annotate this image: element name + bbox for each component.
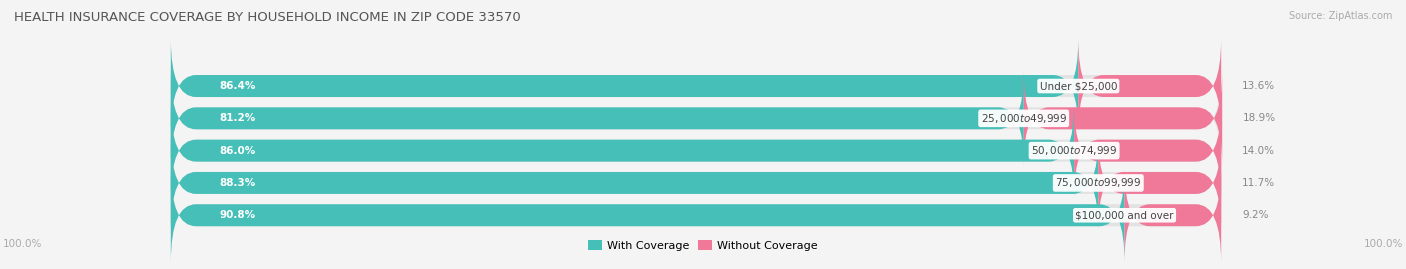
- Text: Source: ZipAtlas.com: Source: ZipAtlas.com: [1288, 11, 1392, 21]
- Text: 18.9%: 18.9%: [1243, 113, 1277, 123]
- Text: 88.3%: 88.3%: [219, 178, 256, 188]
- Text: 14.0%: 14.0%: [1241, 146, 1275, 156]
- FancyBboxPatch shape: [172, 104, 1222, 198]
- FancyBboxPatch shape: [172, 168, 1222, 263]
- FancyBboxPatch shape: [1125, 168, 1222, 263]
- FancyBboxPatch shape: [172, 168, 1125, 263]
- Text: 100.0%: 100.0%: [1364, 239, 1403, 249]
- Text: 86.0%: 86.0%: [219, 146, 256, 156]
- Text: 13.6%: 13.6%: [1241, 81, 1275, 91]
- FancyBboxPatch shape: [172, 39, 1222, 133]
- Text: $50,000 to $74,999: $50,000 to $74,999: [1031, 144, 1118, 157]
- FancyBboxPatch shape: [172, 136, 1098, 230]
- Text: $25,000 to $49,999: $25,000 to $49,999: [980, 112, 1067, 125]
- Text: Under $25,000: Under $25,000: [1039, 81, 1118, 91]
- Text: 11.7%: 11.7%: [1241, 178, 1275, 188]
- Text: $75,000 to $99,999: $75,000 to $99,999: [1054, 176, 1142, 189]
- FancyBboxPatch shape: [172, 71, 1222, 165]
- FancyBboxPatch shape: [1098, 136, 1222, 230]
- Text: 90.8%: 90.8%: [219, 210, 256, 220]
- FancyBboxPatch shape: [1024, 71, 1222, 165]
- FancyBboxPatch shape: [1074, 104, 1222, 198]
- Text: 9.2%: 9.2%: [1241, 210, 1268, 220]
- FancyBboxPatch shape: [172, 136, 1222, 230]
- Text: 86.4%: 86.4%: [219, 81, 256, 91]
- Text: HEALTH INSURANCE COVERAGE BY HOUSEHOLD INCOME IN ZIP CODE 33570: HEALTH INSURANCE COVERAGE BY HOUSEHOLD I…: [14, 11, 520, 24]
- FancyBboxPatch shape: [172, 104, 1074, 198]
- Legend: With Coverage, Without Coverage: With Coverage, Without Coverage: [583, 236, 823, 255]
- FancyBboxPatch shape: [172, 39, 1078, 133]
- FancyBboxPatch shape: [1078, 39, 1222, 133]
- Text: $100,000 and over: $100,000 and over: [1076, 210, 1174, 220]
- Text: 100.0%: 100.0%: [3, 239, 42, 249]
- FancyBboxPatch shape: [172, 71, 1024, 165]
- Text: 81.2%: 81.2%: [219, 113, 256, 123]
